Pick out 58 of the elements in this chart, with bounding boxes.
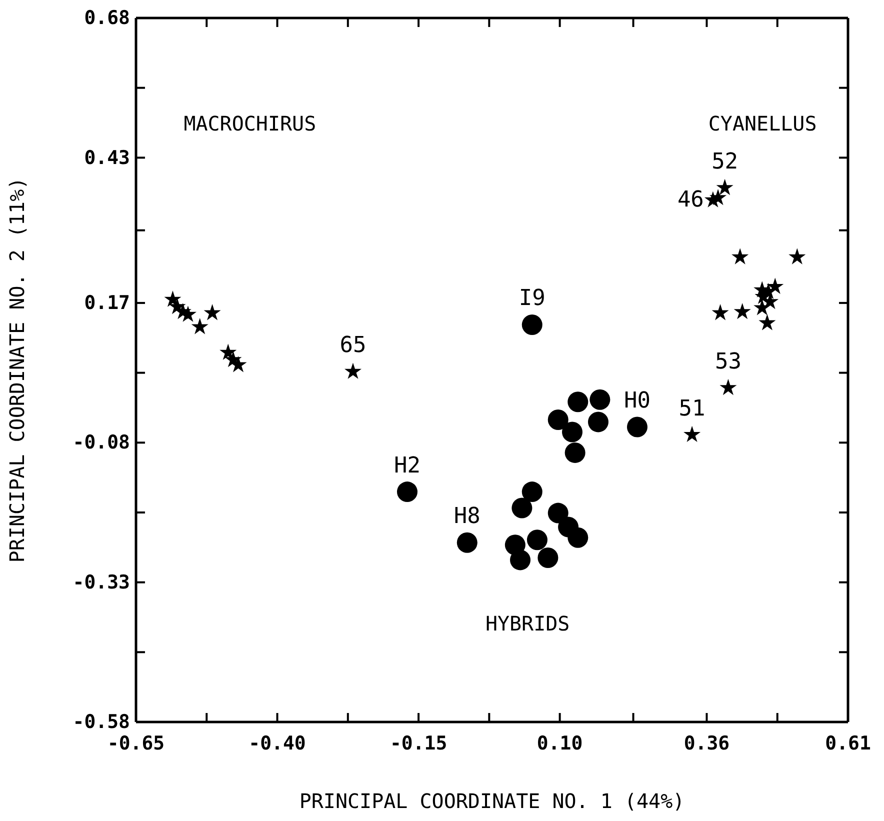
point xyxy=(710,188,727,206)
point xyxy=(510,550,531,570)
point xyxy=(626,416,648,438)
annotation: H0 xyxy=(624,388,650,414)
annotation: H2 xyxy=(394,453,420,478)
point xyxy=(758,314,776,330)
point xyxy=(766,278,784,294)
annotation: MACROCHIRUS xyxy=(184,112,316,136)
point xyxy=(734,302,751,320)
annotation: CYANELLUS xyxy=(708,112,817,136)
x-tick-label: 0.36 xyxy=(684,732,730,754)
point xyxy=(456,532,478,553)
point xyxy=(732,248,749,264)
point xyxy=(220,344,237,360)
point xyxy=(568,392,588,412)
annotation: 51 xyxy=(678,396,706,422)
y-tick-label: 0.17 xyxy=(84,292,130,314)
x-tick-label: -0.15 xyxy=(390,732,448,754)
x-tick-label: 0.10 xyxy=(536,732,583,754)
point xyxy=(720,378,737,396)
point xyxy=(522,314,542,335)
y-tick-label: -0.33 xyxy=(72,571,130,594)
y-tick-label: -0.58 xyxy=(72,711,130,734)
point xyxy=(754,299,771,316)
point xyxy=(588,412,608,432)
y-tick-label: 0.68 xyxy=(84,7,130,30)
point xyxy=(512,498,532,518)
point xyxy=(788,248,806,264)
annotation: HYBRIDS xyxy=(485,611,570,636)
point xyxy=(684,426,701,442)
point xyxy=(712,304,729,320)
annotation: 65 xyxy=(340,333,366,358)
x-tick-label: -0.40 xyxy=(248,732,306,754)
y-axis-title: PRINCIPAL COORDINATE NO. 2 (11%) xyxy=(5,177,29,563)
x-axis-title: PRINCIPAL COORDINATE NO. 1 (44%) xyxy=(299,789,685,813)
point xyxy=(191,318,208,334)
annotation: 52 xyxy=(712,149,738,174)
point xyxy=(562,422,582,442)
y-tick-label: 0.43 xyxy=(84,146,130,169)
point xyxy=(564,442,586,463)
annotation: 46 xyxy=(677,188,704,213)
x-tick-label: 0.61 xyxy=(825,732,871,754)
x-tick-label: -0.65 xyxy=(107,732,165,754)
annotation: H8 xyxy=(454,504,480,530)
point xyxy=(548,502,568,524)
point xyxy=(716,178,734,196)
point xyxy=(538,548,558,568)
point xyxy=(548,410,568,430)
point xyxy=(590,389,610,410)
annotation: 53 xyxy=(714,349,742,374)
point xyxy=(526,530,548,550)
point xyxy=(396,482,418,502)
point xyxy=(568,527,588,548)
point xyxy=(522,482,542,502)
point xyxy=(204,304,221,320)
point xyxy=(344,362,362,379)
y-tick-label: -0.08 xyxy=(72,432,130,454)
annotation: I9 xyxy=(518,286,546,312)
